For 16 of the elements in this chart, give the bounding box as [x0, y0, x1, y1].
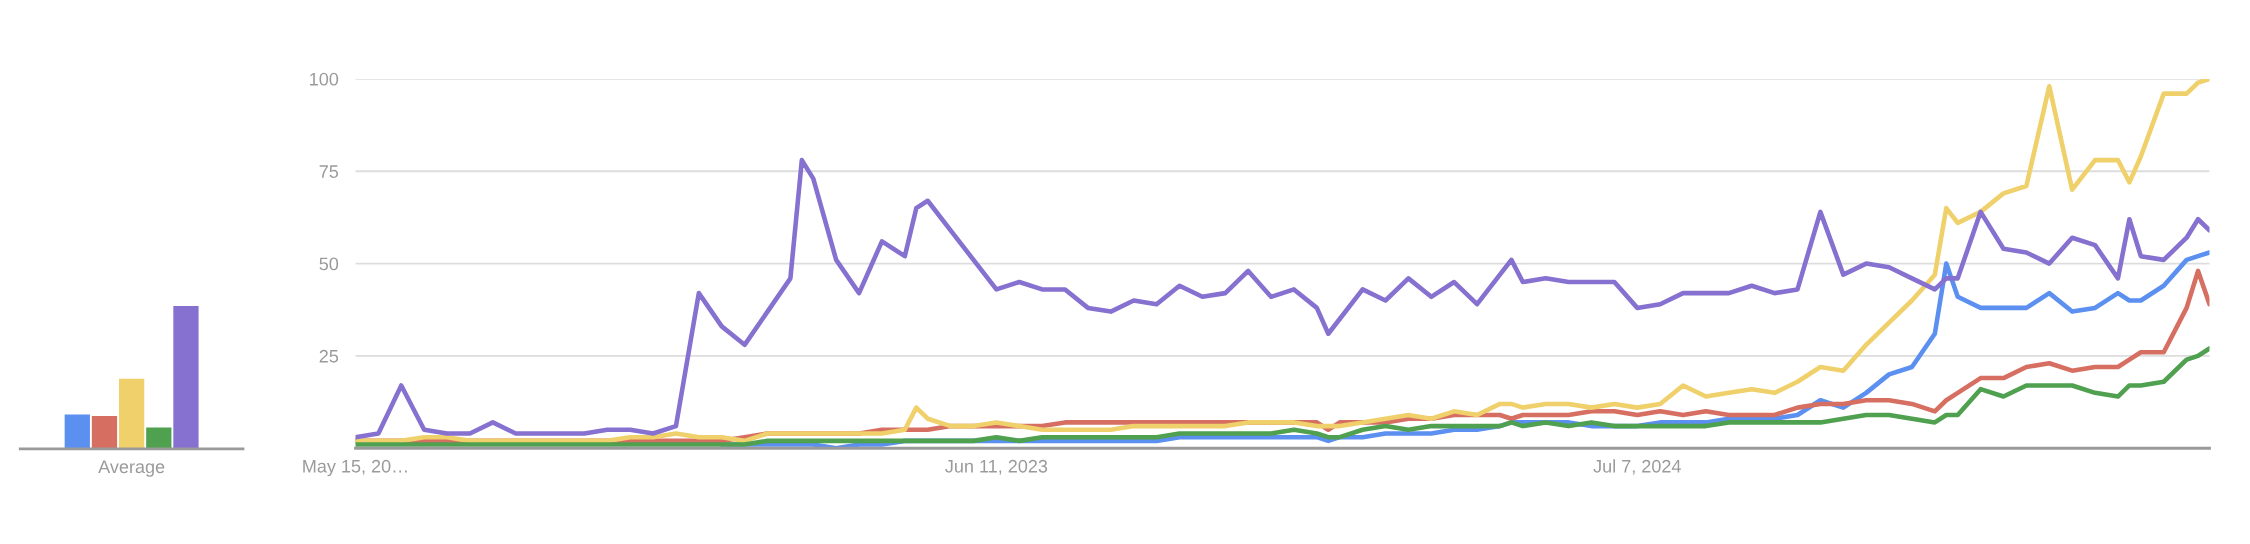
- bar: [91, 415, 118, 449]
- line-series: [355, 157, 2210, 440]
- bar: [64, 414, 90, 449]
- x-tick-label: Average: [98, 460, 165, 477]
- y-tick-label: 100: [310, 72, 339, 86]
- bar: [146, 427, 172, 449]
- line-series: [355, 346, 2210, 447]
- x-tick-label: May 15, 20…: [303, 459, 407, 477]
- y-tick-label: 50: [319, 257, 339, 271]
- y-tick-label: 25: [319, 349, 339, 363]
- y-tick-label: 75: [319, 165, 339, 178]
- bar: [173, 306, 199, 449]
- x-tick-label: Jul 7, 2024: [1593, 459, 1681, 475]
- line-series: [355, 78, 2210, 444]
- bar: [118, 378, 145, 449]
- x-tick-label: Jun 11, 2023: [945, 459, 1048, 475]
